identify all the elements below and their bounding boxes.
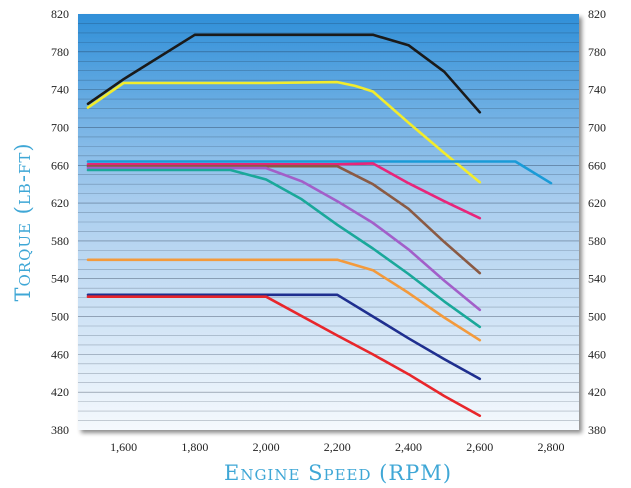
x-tick-label: 2,400 — [395, 440, 422, 454]
series-line-5 — [86, 164, 482, 275]
y-tick-label-left: 740 — [51, 83, 69, 97]
y-tick-label-left: 700 — [51, 120, 69, 134]
x-tick-label: 2,200 — [324, 440, 351, 454]
x-tick-label: 2,800 — [538, 440, 565, 454]
y-tick-label-right: 460 — [588, 347, 606, 361]
series-line-7 — [86, 168, 482, 329]
y-tick-label-left: 540 — [51, 272, 69, 286]
y-tick-label-left: 820 — [51, 7, 69, 21]
y-tick-label-right: 540 — [588, 272, 606, 286]
y-tick-label-left: 500 — [51, 310, 69, 324]
y-tick-label-right: 620 — [588, 196, 606, 210]
y-tick-label-left: 620 — [51, 196, 69, 210]
y-tick-label-right: 580 — [588, 234, 606, 248]
y-tick-label-left: 380 — [51, 423, 69, 437]
x-tick-label: 2,600 — [466, 440, 493, 454]
y-tick-label-right: 420 — [588, 385, 606, 399]
y-tick-label-left: 420 — [51, 385, 69, 399]
series-line-8 — [86, 258, 482, 342]
series-line-3 — [86, 160, 553, 185]
y-tick-label-left: 780 — [51, 45, 69, 59]
y-tick-label-right: 700 — [588, 120, 606, 134]
tick-labels: 380 380 420 420 460 460 500 500 540 540 580 580 620 6… — [51, 7, 606, 454]
series-line-4 — [86, 162, 482, 220]
series-line-9 — [86, 293, 482, 381]
y-tick-label-left: 580 — [51, 234, 69, 248]
y-tick-label-right: 780 — [588, 45, 606, 59]
x-tick-label: 1,800 — [181, 440, 208, 454]
series-line-2 — [86, 80, 482, 184]
y-tick-label-right: 740 — [588, 83, 606, 97]
x-tick-label: 1,600 — [110, 440, 137, 454]
y-tick-label-left: 460 — [51, 347, 69, 361]
series-line-6 — [86, 166, 482, 312]
gridlines — [78, 23, 579, 421]
y-axis-title: Torque (lb-ft) — [11, 142, 35, 301]
y-tick-label-right: 500 — [588, 310, 606, 324]
y-tick-label-right: 660 — [588, 158, 606, 172]
y-tick-label-left: 660 — [51, 158, 69, 172]
series-lines — [86, 33, 553, 418]
x-tick-label: 2,000 — [253, 440, 280, 454]
x-axis-title: Engine Speed (RPM) — [224, 461, 452, 485]
series-line-1 — [86, 33, 482, 114]
series-line-10 — [86, 295, 482, 418]
y-tick-label-right: 380 — [588, 423, 606, 437]
y-tick-label-right: 820 — [588, 7, 606, 21]
